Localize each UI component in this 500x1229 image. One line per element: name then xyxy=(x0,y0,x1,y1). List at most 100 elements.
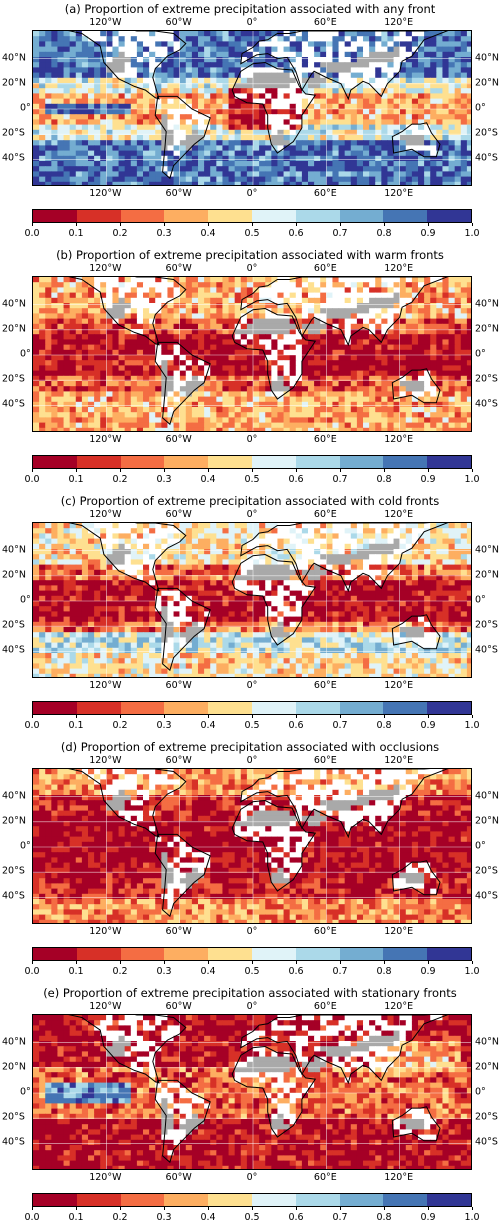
heatmap-cell xyxy=(180,161,187,167)
heatmap-cell xyxy=(106,308,113,314)
heatmap-cell xyxy=(57,73,64,79)
heatmap-cell xyxy=(387,52,394,58)
heatmap-cell xyxy=(345,130,352,136)
heatmap-cell xyxy=(412,319,419,325)
heatmap-cell xyxy=(277,313,284,319)
lat-tick-right: 20°N xyxy=(475,77,499,88)
lat-tick-left: 20°N xyxy=(2,569,26,580)
heatmap-cell xyxy=(253,73,260,79)
heatmap-cell xyxy=(277,324,284,330)
heatmap-cell xyxy=(186,182,193,186)
heatmap-cell xyxy=(332,47,339,53)
heatmap-cell xyxy=(375,57,382,63)
heatmap-cell xyxy=(57,62,64,68)
heatmap-cell xyxy=(290,391,297,397)
heatmap-cell xyxy=(229,119,236,125)
heatmap-cell xyxy=(400,166,407,172)
heatmap-cell xyxy=(51,177,58,183)
heatmap-cell xyxy=(467,47,472,53)
heatmap-cell xyxy=(461,549,468,555)
heatmap-cell xyxy=(455,145,462,151)
heatmap-cell xyxy=(198,293,205,299)
heatmap-cell xyxy=(222,428,229,432)
heatmap-cell xyxy=(82,539,89,545)
heatmap-cell xyxy=(76,381,83,387)
heatmap-cell xyxy=(455,182,462,186)
heatmap-cell xyxy=(320,345,327,351)
heatmap-cell xyxy=(375,182,382,186)
heatmap-cell xyxy=(45,161,52,167)
heatmap-cell xyxy=(296,182,303,186)
heatmap-cell xyxy=(143,36,150,42)
heatmap-cell xyxy=(143,533,150,539)
heatmap-cell xyxy=(326,339,333,345)
heatmap-cell xyxy=(418,161,425,167)
heatmap-cell xyxy=(345,109,352,115)
heatmap-cell xyxy=(119,119,126,125)
heatmap-cell xyxy=(76,554,83,560)
heatmap-cell xyxy=(198,298,205,304)
heatmap-cell xyxy=(57,324,64,330)
heatmap-cell xyxy=(131,73,138,79)
heatmap-cell xyxy=(192,36,199,42)
heatmap-cell xyxy=(442,67,449,73)
heatmap-cell xyxy=(161,73,168,79)
heatmap-cell xyxy=(229,528,236,534)
heatmap-cell xyxy=(167,386,174,392)
heatmap-cell xyxy=(222,62,229,68)
heatmap-cell xyxy=(381,539,388,545)
heatmap-cell xyxy=(308,109,315,115)
heatmap-cell xyxy=(70,130,77,136)
colorbar-tick-label: 0.1 xyxy=(68,228,83,239)
heatmap-cell xyxy=(210,125,217,131)
heatmap-cell xyxy=(467,371,472,377)
heatmap-cell xyxy=(363,114,370,120)
heatmap-cell xyxy=(106,391,113,397)
heatmap-cell xyxy=(216,417,223,423)
heatmap-cell xyxy=(467,549,472,555)
heatmap-cell xyxy=(155,287,162,293)
heatmap-cell xyxy=(106,151,113,157)
heatmap-cell xyxy=(449,360,456,366)
heatmap-cell xyxy=(345,161,352,167)
heatmap-cell xyxy=(125,376,132,382)
heatmap-cell xyxy=(131,381,138,387)
heatmap-cell xyxy=(320,407,327,413)
heatmap-cell xyxy=(216,282,223,288)
heatmap-cell xyxy=(369,287,376,293)
heatmap-cell xyxy=(296,41,303,47)
heatmap-cell xyxy=(430,360,437,366)
heatmap-cell xyxy=(174,423,181,429)
heatmap-cell xyxy=(332,277,339,283)
heatmap-cell xyxy=(308,533,315,539)
heatmap-cell xyxy=(222,554,229,560)
heatmap-cell xyxy=(314,140,321,146)
heatmap-cell xyxy=(106,298,113,304)
colorbar-tick-label: 1.0 xyxy=(464,474,479,485)
heatmap-cell xyxy=(375,523,382,529)
heatmap-cell xyxy=(119,140,126,146)
heatmap-cell xyxy=(155,386,162,392)
heatmap-cell xyxy=(88,114,95,120)
heatmap-cell xyxy=(326,402,333,408)
heatmap-cell xyxy=(222,73,229,79)
heatmap-cell xyxy=(394,391,401,397)
heatmap-cell xyxy=(51,523,58,529)
heatmap-cell xyxy=(119,549,126,555)
heatmap-cell xyxy=(412,135,419,141)
heatmap-cell xyxy=(241,381,248,387)
heatmap-cell xyxy=(216,549,223,555)
heatmap-cell xyxy=(332,533,339,539)
heatmap-cell xyxy=(119,539,126,545)
heatmap-cell xyxy=(222,381,229,387)
heatmap-cell xyxy=(381,293,388,299)
heatmap-cell xyxy=(125,47,132,53)
heatmap-cell xyxy=(277,381,284,387)
heatmap-cell xyxy=(88,365,95,371)
heatmap-cell xyxy=(424,407,431,413)
heatmap-cell xyxy=(339,62,346,68)
heatmap-cell xyxy=(381,365,388,371)
heatmap-cell xyxy=(119,355,126,361)
heatmap-cell xyxy=(180,73,187,79)
heatmap-cell xyxy=(180,182,187,186)
